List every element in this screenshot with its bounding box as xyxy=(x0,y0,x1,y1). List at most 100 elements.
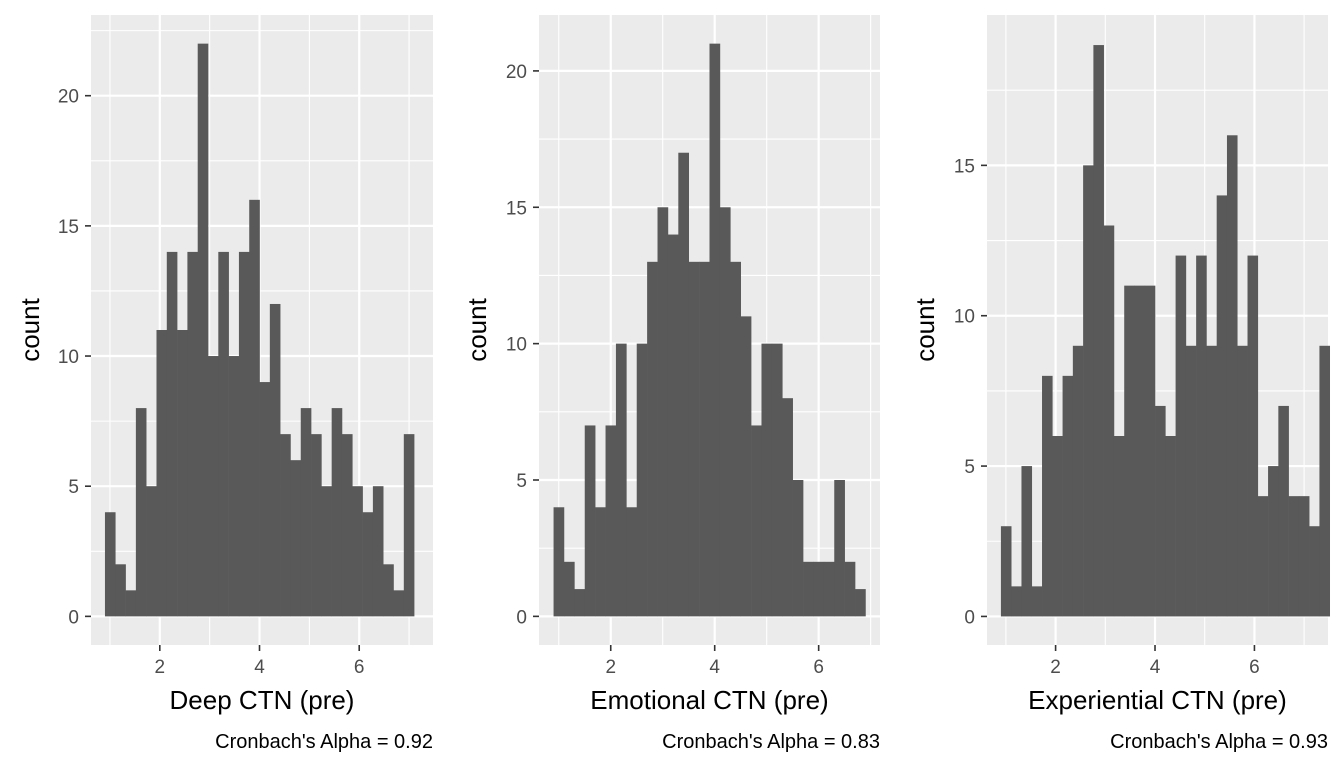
histogram-bar xyxy=(352,486,363,617)
histogram-bar xyxy=(125,590,137,617)
histogram-bar xyxy=(771,343,783,617)
histogram-bar xyxy=(563,561,575,617)
x-tick-label: 4 xyxy=(709,657,720,678)
histogram-bar xyxy=(156,330,168,617)
histogram-bar xyxy=(362,512,374,617)
y-axis-title: count xyxy=(910,297,940,361)
y-tick-label: 10 xyxy=(506,335,527,356)
histogram-bar xyxy=(1021,466,1033,617)
histogram-bar xyxy=(135,408,147,617)
y-tick-label: 20 xyxy=(506,62,527,83)
histogram-bar xyxy=(751,425,762,617)
histogram-bar xyxy=(331,408,343,617)
x-tick-label: 2 xyxy=(605,657,616,678)
histogram-bar xyxy=(393,590,405,617)
histogram-bar xyxy=(372,486,384,617)
histogram-bar xyxy=(300,408,312,617)
histogram-bar xyxy=(1052,436,1063,617)
histogram-bar xyxy=(823,561,835,617)
y-tick-label: 5 xyxy=(964,457,975,478)
histogram-bar xyxy=(249,199,260,617)
y-tick-label: 0 xyxy=(964,607,975,628)
histogram-bar xyxy=(626,507,638,617)
histogram-bar xyxy=(615,343,627,617)
histogram-bar xyxy=(1042,375,1053,617)
histogram-bar xyxy=(104,512,116,617)
x-axis-title: Experiential CTN (pre) xyxy=(1028,685,1287,715)
y-tick-label: 15 xyxy=(58,217,79,238)
x-tick-label: 2 xyxy=(155,657,166,678)
cronbach-alpha-caption: Cronbach's Alpha = 0.83 xyxy=(662,731,880,753)
histogram-bar xyxy=(1000,526,1012,617)
histogram-bar xyxy=(311,434,322,617)
cronbach-alpha-caption: Cronbach's Alpha = 0.93 xyxy=(1110,731,1328,753)
histogram-bar xyxy=(341,434,353,617)
histogram-bar xyxy=(1031,586,1043,617)
histogram-bar xyxy=(1247,255,1259,617)
histogram-bar xyxy=(1083,165,1094,617)
histogram-bar xyxy=(595,507,606,617)
histogram-bar xyxy=(383,564,394,617)
x-axis-title: Deep CTN (pre) xyxy=(170,685,355,715)
y-tick-label: 10 xyxy=(954,307,975,328)
histogram-bar xyxy=(1206,345,1217,617)
histogram-bar xyxy=(1124,285,1135,617)
histogram-bar xyxy=(1257,496,1269,617)
histogram-bar xyxy=(208,356,219,617)
x-tick-label: 2 xyxy=(1050,657,1061,678)
histogram-bar xyxy=(1144,285,1156,617)
histogram-bar xyxy=(1093,45,1104,617)
histogram-bar xyxy=(1319,345,1331,617)
emotional-ctn-histogram: 0 5 10 15 20 2 4 6 Emotional CTN (pre) count Cronb… xyxy=(462,15,880,753)
histogram-bar xyxy=(553,507,565,617)
histogram-bar xyxy=(1165,436,1176,617)
x-axis-title: Emotional CTN (pre) xyxy=(590,685,828,715)
histogram-bar xyxy=(1185,345,1197,617)
y-tick-label: 15 xyxy=(506,198,527,219)
histogram-bar xyxy=(740,316,752,617)
histogram-bar xyxy=(834,480,845,617)
histogram-bar xyxy=(259,382,271,617)
y-tick-label: 15 xyxy=(954,156,975,177)
histogram-bar xyxy=(688,261,700,617)
histogram-bar xyxy=(699,261,710,617)
histogram-bar xyxy=(1175,255,1187,617)
histogram-bar xyxy=(166,251,178,617)
histogram-bar xyxy=(403,434,415,617)
x-tick-label: 4 xyxy=(254,657,265,678)
cronbach-alpha-caption: Cronbach's Alpha = 0.92 xyxy=(215,731,433,753)
histogram-bar xyxy=(1226,135,1238,617)
histogram-bar xyxy=(218,251,229,617)
histogram-bar xyxy=(177,330,188,617)
y-tick-label: 10 xyxy=(58,347,79,368)
histogram-bar xyxy=(1237,345,1248,617)
histogram-bar xyxy=(238,251,250,617)
histogram-bar xyxy=(574,589,586,617)
x-tick-label: 6 xyxy=(354,657,365,678)
histogram-bar xyxy=(667,234,679,617)
histogram-bar xyxy=(1062,375,1074,617)
experiential-ctn-histogram: 0 5 10 15 2 4 6 Experiential CTN (pre) count Cron… xyxy=(910,15,1331,753)
histogram-bar xyxy=(730,261,741,617)
histogram-bar xyxy=(782,398,793,617)
histogram-bar xyxy=(1196,255,1207,617)
histogram-bar xyxy=(678,152,690,617)
histogram-bar xyxy=(1113,436,1125,617)
histogram-bar xyxy=(1278,405,1289,617)
histogram-bar xyxy=(1011,586,1022,617)
histogram-bar xyxy=(657,207,669,617)
histogram-bar xyxy=(855,589,866,617)
y-tick-label: 5 xyxy=(516,471,527,492)
histogram-bar xyxy=(1268,466,1279,617)
y-tick-label: 20 xyxy=(58,87,79,108)
y-tick-label: 0 xyxy=(516,607,527,628)
histogram-bar xyxy=(761,343,773,617)
histogram-bar xyxy=(269,303,281,617)
histogram-bar xyxy=(115,564,126,617)
histogram-bar xyxy=(228,356,240,617)
histogram-bar xyxy=(290,460,302,617)
histogram-bar xyxy=(792,480,804,617)
histogram-bar xyxy=(146,486,157,617)
y-tick-label: 5 xyxy=(68,477,79,498)
deep-ctn-histogram: 0 5 10 15 20 2 4 6 Deep CTN (pre) count Cronbach's… xyxy=(15,15,433,753)
